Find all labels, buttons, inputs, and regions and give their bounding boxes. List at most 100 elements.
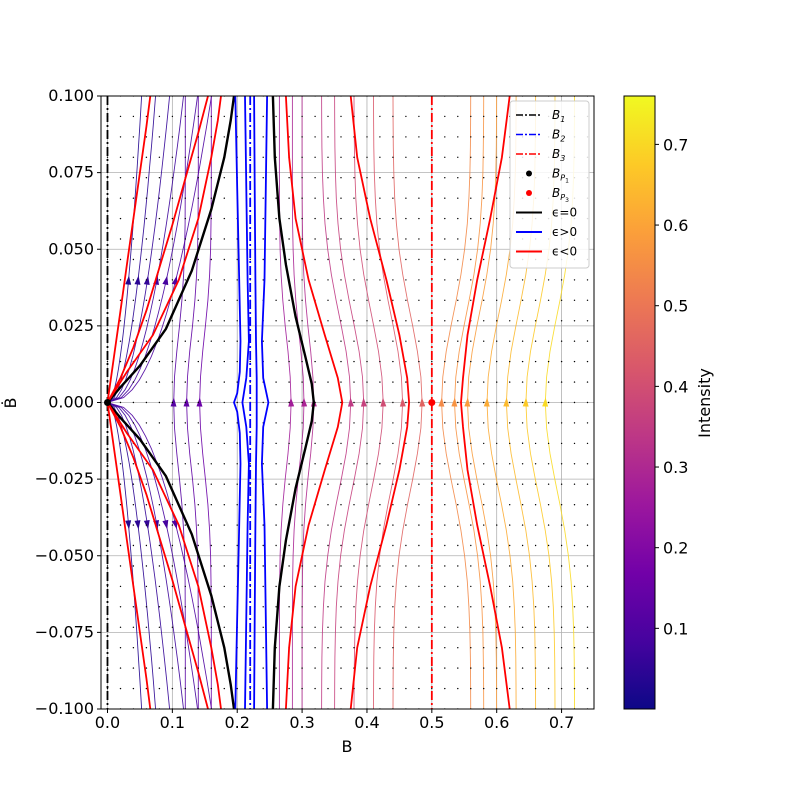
vector-dot [171,115,174,118]
vector-dot [586,606,589,608]
vector-dot [275,340,277,342]
vector-dot [431,687,433,690]
vector-dot [496,524,498,526]
vector-dot [418,442,420,445]
vector-dot [379,136,381,138]
x-tick-label: 0.7 [549,713,574,732]
vector-dot [119,115,122,118]
vector-dot [457,136,459,138]
stream-arrow [464,397,471,407]
vector-dot [249,585,251,588]
vector-dot [145,360,148,363]
vector-dot [327,115,329,118]
vector-dot [444,524,446,526]
colorbar-tick-label: 0.1 [663,619,688,638]
vector-dot [573,667,576,669]
vector-dot [418,177,420,179]
vector-dot [197,279,199,281]
stream-arrow [162,275,169,286]
vector-dot [418,422,420,424]
vector-dot [444,156,446,158]
vector-dot [470,565,472,567]
vector-dot [470,504,472,506]
vector-dot [418,136,420,138]
vector-dot [158,585,161,588]
vector-dot [379,667,381,669]
vector-dot [405,585,407,588]
vector-dot [184,483,186,485]
vector-dot [197,381,199,383]
vector-dot [379,115,381,118]
stream-arrow [170,397,177,407]
vector-dot [573,626,576,628]
vector-dot [483,585,485,588]
vector-dot [132,197,135,199]
vector-dot [106,258,109,261]
vector-dot [314,320,316,322]
vector-dot [418,483,420,485]
vector-dot [509,585,511,588]
vector-dot [327,626,329,628]
vector-dot [483,442,485,445]
vector-dot [301,115,303,118]
vector-dot [600,708,601,709]
vector-dot [145,463,148,465]
vector-dot [366,217,368,220]
vector-dot [158,238,161,240]
vector-dot [327,647,329,649]
vector-dot [379,156,381,158]
vector-dot [470,667,472,669]
x-tick-label: 0.5 [419,713,444,732]
vector-dot [275,442,277,445]
vector-dot [275,115,277,118]
vector-dot [392,217,394,220]
vector-dot [573,483,576,485]
vector-dot [340,177,342,179]
vector-dot [547,606,550,608]
vector-dot [262,585,264,588]
vector-dot [457,258,459,261]
vector-dot [521,442,524,445]
vector-dot [158,381,161,383]
vector-dot [366,463,368,465]
vector-dot [171,320,174,322]
vector-dot [405,258,407,261]
vector-dot [158,647,161,649]
vector-dot [483,667,485,669]
vector-dot [171,626,174,628]
vector-dot [158,340,161,342]
vector-dot [145,544,148,547]
vector-dot [573,504,576,506]
vector-dot [132,156,135,158]
vector-dot [405,217,407,220]
vector-dot [223,544,225,547]
vector-dot [470,299,472,301]
vector-dot [327,442,329,445]
vector-dot [275,238,277,240]
vector-dot [223,483,225,485]
vector-dot [418,401,420,404]
vector-dot [145,340,148,342]
vector-dot [275,217,277,220]
vector-dot [288,687,290,690]
vector-dot [158,606,161,608]
vector-dot [314,360,316,363]
vector-dot [379,299,381,301]
legend-box [509,100,590,269]
vector-dot [470,156,472,158]
vector-dot [197,340,199,342]
vector-dot [418,258,420,261]
vector-dot [470,136,472,138]
vector-dot [573,585,576,588]
vector-dot [262,177,264,179]
trajectories [106,96,511,709]
vector-dot [444,360,446,363]
vector-dot [560,483,563,485]
colorbar-tick-label: 0.7 [663,135,688,154]
vector-dot [171,667,174,669]
vector-dot [483,360,485,363]
vector-dot [132,136,135,138]
vector-dot [314,463,316,465]
vector-dot [119,626,122,628]
vector-dot [340,115,342,118]
